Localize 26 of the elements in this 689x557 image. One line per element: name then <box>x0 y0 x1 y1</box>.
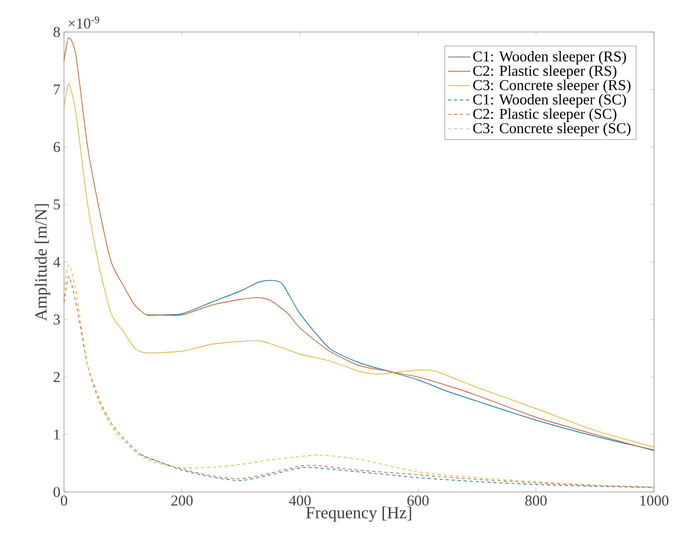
y-tick-label: 4 <box>53 257 60 267</box>
line-series <box>140 454 654 488</box>
line-series <box>146 280 654 450</box>
y-tick-label: 5 <box>54 200 60 210</box>
legend-label: C1: Wooden sleeper (RS) <box>473 51 626 65</box>
y-axis-title: Amplitude [m/N] <box>34 204 50 321</box>
x-axis-title: Frequency [Hz] <box>306 506 412 522</box>
legend-label: C2: Plastic sleeper (SC) <box>473 108 616 122</box>
y-tick-label: 2 <box>54 372 60 382</box>
y-tick-label: 3 <box>54 314 60 325</box>
x-tick-label: 400 <box>289 496 311 506</box>
y-tick-label: 7 <box>54 84 60 94</box>
x-tick-label: 800 <box>525 496 547 506</box>
y-tick-label: 1 <box>54 430 60 440</box>
text: ×10$^{-9}$ <box>68 16 100 28</box>
x-tick-label: 1000 <box>640 496 668 506</box>
y-tick-label: 8 <box>54 26 60 38</box>
y-tick-label: 6 <box>54 142 60 152</box>
y-tick-label: 0 <box>54 486 60 498</box>
x-tick-label: 200 <box>171 496 193 506</box>
legend-label: C3: Concrete sleeper (SC) <box>473 122 630 136</box>
x-tick-label: 0 <box>60 496 68 506</box>
x-tick-label: 600 <box>407 496 429 506</box>
legend-label: C1: Wooden sleeper (SC) <box>473 94 626 108</box>
legend-label: C3: Concrete sleeper (RS) <box>473 80 630 94</box>
legend-label: C2: Plastic sleeper (RS) <box>473 65 616 79</box>
